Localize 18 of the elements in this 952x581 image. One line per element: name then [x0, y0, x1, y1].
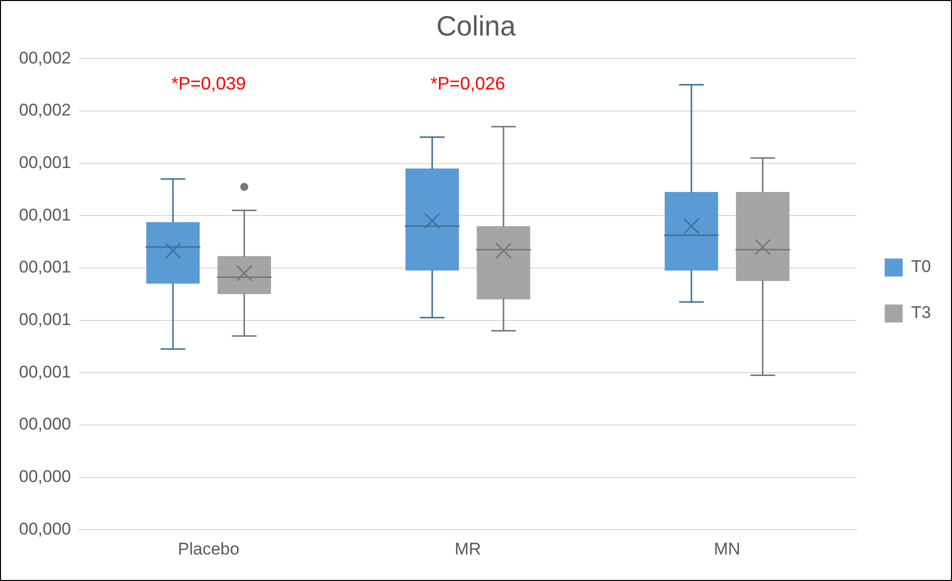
x-tick-label: MN	[714, 539, 740, 558]
y-tick-label: 00,000	[18, 414, 71, 434]
legend-label: T3	[911, 303, 932, 322]
annotation: *P=0,039	[171, 74, 246, 94]
y-tick-label: 00,002	[18, 48, 71, 68]
y-tick-label: 00,000	[18, 466, 71, 486]
y-tick-label: 00,001	[18, 310, 71, 329]
y-tick-label: 00,001	[18, 362, 71, 382]
legend-label: T0	[911, 257, 932, 276]
y-tick-label: 00,000	[18, 519, 71, 538]
y-tick-label: 00,002	[18, 100, 71, 120]
chart-title: Colina	[436, 10, 516, 42]
y-tick-label: 00,001	[18, 205, 71, 224]
x-tick-label: Placebo	[178, 539, 240, 558]
annotation: *P=0,026	[430, 74, 506, 94]
x-tick-label: MR	[454, 539, 482, 558]
y-tick-label: 00,001	[18, 258, 71, 277]
y-tick-label: 00,001	[18, 152, 71, 172]
